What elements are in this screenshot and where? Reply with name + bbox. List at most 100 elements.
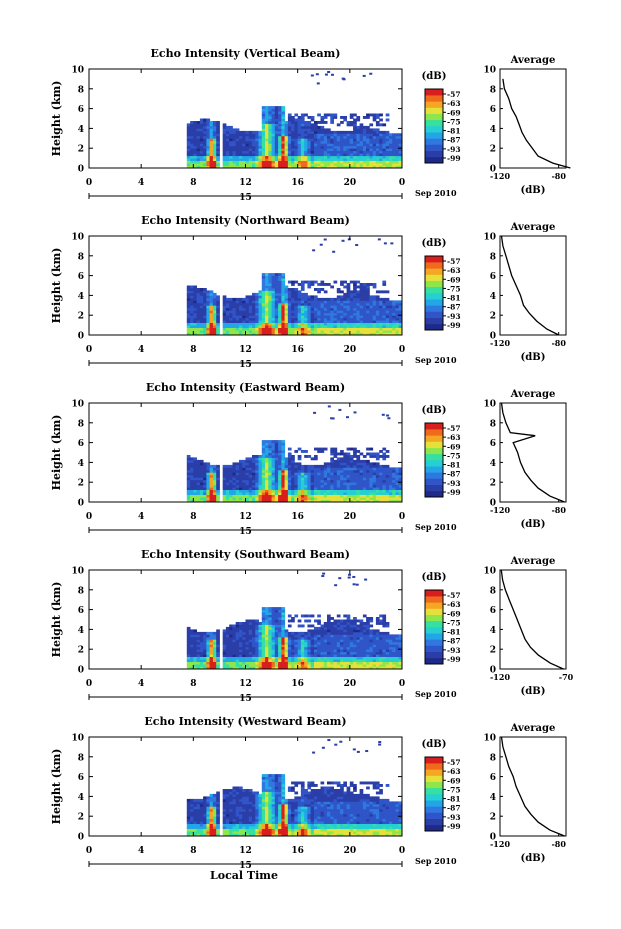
heatmap-cell	[317, 320, 321, 323]
heatmap-cell	[291, 472, 295, 476]
heatmap-cell	[333, 494, 338, 498]
heatmap-cell	[304, 163, 308, 166]
heatmap-cell	[278, 275, 282, 279]
heatmap-cell	[395, 140, 400, 144]
heatmap-cell	[349, 477, 354, 481]
heatmap-cell	[307, 455, 312, 458]
heatmap-cell	[242, 631, 246, 635]
heatmap-cell	[271, 111, 276, 114]
heatmap-cell	[229, 472, 233, 476]
heatmap-cell	[304, 297, 308, 301]
heatmap-cell	[327, 322, 331, 326]
heatmap-cell	[209, 472, 214, 476]
heatmap-cell	[336, 499, 341, 503]
heatmap-cell	[347, 238, 351, 241]
heatmap-cell	[261, 474, 266, 478]
heatmap-cell	[239, 310, 243, 314]
heatmap-cell	[389, 479, 393, 483]
heatmap-cell	[248, 160, 253, 164]
heatmap-cell	[261, 464, 266, 468]
heatmap-cell	[242, 641, 246, 645]
heatmap-cell	[385, 464, 390, 468]
heatmap-cell	[330, 143, 334, 147]
heatmap-cell	[199, 649, 204, 653]
heatmap-cell	[186, 629, 191, 633]
heatmap-cell	[327, 661, 331, 665]
heatmap-cell	[320, 477, 325, 481]
heatmap-cell	[232, 644, 237, 648]
heatmap-cell	[255, 631, 259, 635]
heatmap-cell	[193, 317, 197, 321]
heatmap-cell	[245, 646, 250, 650]
heatmap-cell	[336, 150, 341, 154]
heatmap-cell	[356, 330, 361, 333]
heatmap-cell	[385, 163, 390, 166]
heatmap-cell	[310, 477, 315, 481]
heatmap-cell	[291, 634, 295, 638]
heatmap-cell	[278, 113, 282, 117]
heatmap-cell	[242, 140, 246, 144]
heatmap-cell	[284, 322, 289, 326]
heatmap-cell	[327, 405, 331, 408]
heatmap-cell	[369, 297, 374, 301]
heatmap-cell	[229, 138, 233, 142]
x-tick-label: 8	[190, 178, 196, 188]
heatmap-cell	[359, 288, 364, 291]
heatmap-cell	[193, 649, 197, 653]
heatmap-cell	[349, 148, 354, 152]
heatmap-cell	[248, 133, 253, 137]
heatmap-cell	[398, 302, 403, 306]
heatmap-cell	[268, 145, 272, 149]
heatmap-cell	[248, 300, 253, 304]
heatmap-cell	[248, 153, 253, 157]
heatmap-cell	[314, 474, 318, 478]
heatmap-cell	[199, 145, 204, 149]
date-marker: 15	[239, 527, 252, 537]
heatmap-cell	[258, 130, 263, 134]
heatmap-cell	[366, 626, 370, 630]
heatmap-cell	[245, 143, 250, 147]
heatmap-cell	[353, 290, 357, 294]
heatmap-cell	[245, 300, 250, 304]
heatmap-cell	[193, 479, 197, 483]
heatmap-cell	[206, 315, 211, 319]
heatmap-cell	[186, 467, 191, 471]
heatmap-cell	[366, 646, 370, 650]
heatmap-cell	[323, 631, 328, 635]
heatmap-cell	[300, 165, 305, 169]
heatmap-cell	[248, 163, 253, 166]
heatmap-cell	[209, 482, 214, 486]
heatmap-cell	[369, 158, 374, 161]
heatmap-cell	[359, 322, 364, 326]
heatmap-cell	[346, 484, 351, 488]
heatmap-cell	[336, 305, 341, 309]
heatmap-cell	[359, 666, 364, 670]
heatmap-cell	[196, 165, 201, 169]
heatmap-cell	[369, 283, 374, 286]
heatmap-cell	[327, 305, 331, 309]
heatmap-cell	[379, 310, 383, 314]
heatmap-cell	[385, 305, 390, 309]
heatmap-cell	[398, 145, 403, 149]
y-tick-label: 0	[78, 499, 84, 509]
heatmap-cell	[375, 113, 380, 117]
heatmap-cell	[222, 659, 227, 662]
heatmap-cell	[355, 244, 359, 247]
heatmap-cell	[343, 155, 347, 159]
heatmap-cell	[366, 160, 370, 164]
heatmap-cell	[330, 499, 334, 503]
heatmap-cell	[372, 153, 377, 157]
heatmap-cell	[304, 619, 308, 623]
heatmap-cell	[245, 153, 250, 157]
heatmap-cell	[222, 661, 227, 665]
heatmap-cell	[297, 118, 302, 122]
heatmap-cell	[239, 651, 243, 655]
heatmap-cell	[190, 285, 194, 289]
heatmap-cell	[382, 332, 387, 336]
heatmap-cell	[242, 499, 246, 503]
heatmap-cell	[265, 310, 269, 314]
heatmap-cell	[349, 455, 354, 458]
heatmap-cell	[359, 158, 364, 161]
heatmap-cell	[333, 447, 338, 451]
heatmap-cell	[317, 472, 321, 476]
